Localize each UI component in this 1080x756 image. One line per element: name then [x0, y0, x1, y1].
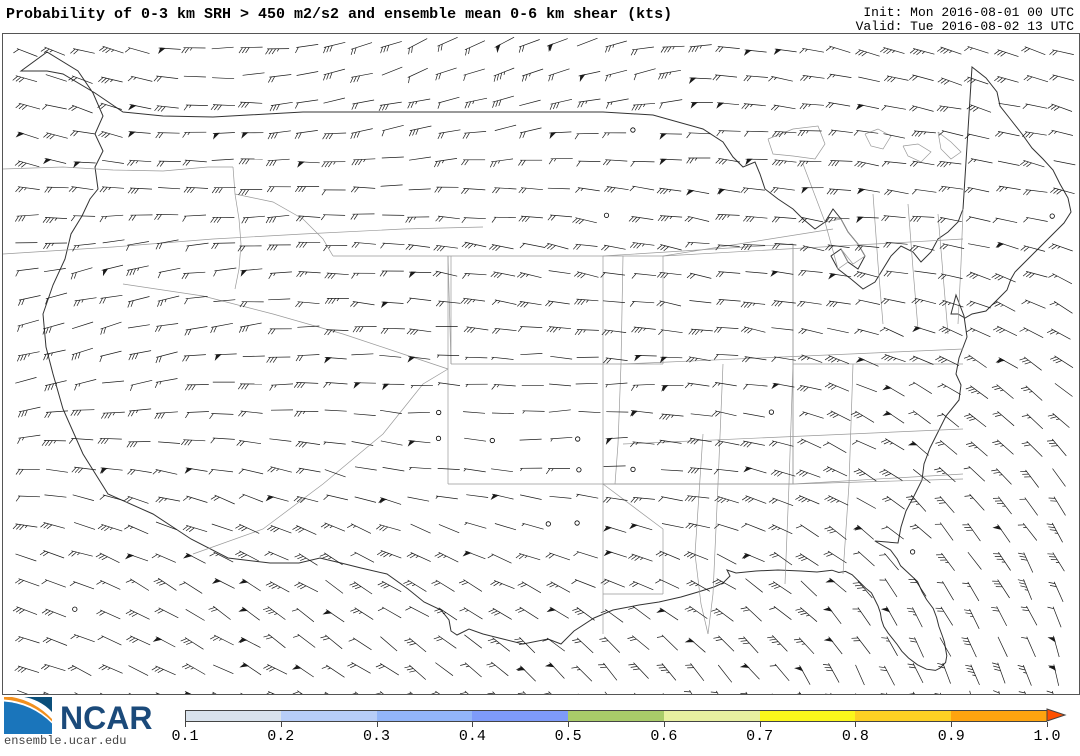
- svg-text:ensemble.ucar.edu: ensemble.ucar.edu: [4, 734, 126, 746]
- svg-text:NCAR: NCAR: [60, 700, 152, 736]
